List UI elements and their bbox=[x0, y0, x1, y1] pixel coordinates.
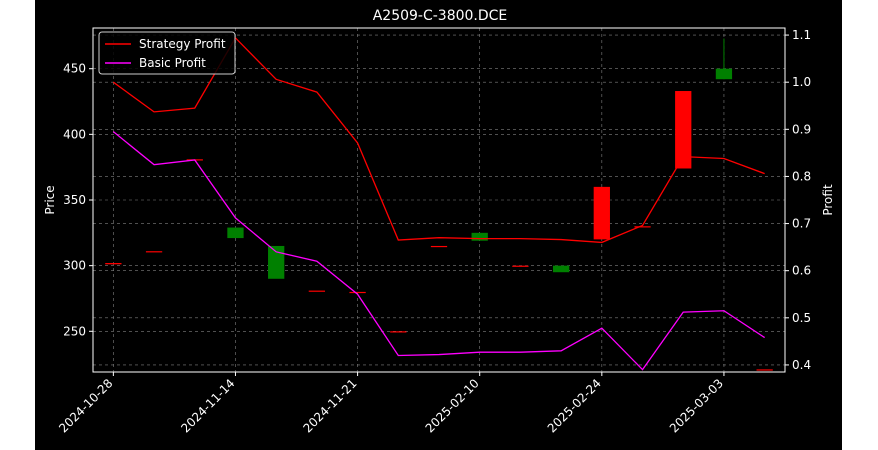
grid bbox=[93, 28, 785, 372]
x-tick-label: 2025-02-10 bbox=[423, 376, 482, 435]
x-tick-label: 2024-11-21 bbox=[300, 376, 359, 435]
right-y-tick-label: 0.9 bbox=[792, 122, 811, 136]
candle-body bbox=[593, 186, 610, 240]
candle-body bbox=[756, 369, 773, 371]
candle-body bbox=[430, 245, 448, 248]
right-y-tick-label: 1.0 bbox=[792, 75, 811, 89]
basic-profit-line bbox=[112, 131, 766, 371]
right-y-tick-label: 0.8 bbox=[792, 169, 811, 183]
x-tick-label: 2024-11-14 bbox=[178, 376, 237, 435]
left-y-tick-label: 400 bbox=[63, 127, 86, 141]
candle-body bbox=[145, 251, 163, 253]
x-tick-label: 2025-02-24 bbox=[545, 376, 604, 435]
left-y-tick-label: 450 bbox=[63, 62, 86, 76]
legend-box bbox=[98, 31, 236, 75]
candle-body bbox=[308, 290, 326, 292]
left-y-axis-label: Price bbox=[43, 185, 57, 214]
left-y-tick-label: 300 bbox=[63, 259, 86, 273]
legend: Strategy Profit Basic Profit bbox=[98, 31, 236, 75]
right-y-tick-label: 0.4 bbox=[792, 358, 811, 372]
candle-body bbox=[715, 68, 733, 80]
left-y-axis: 250 300 350 400 450 bbox=[63, 62, 93, 338]
chart-figure: A2509-C-3800.DCE 250 300 350 400 450 0.4 0.5 0… bbox=[35, 0, 842, 450]
legend-label-strategy: Strategy Profit bbox=[139, 37, 226, 51]
left-y-tick-label: 250 bbox=[63, 324, 86, 338]
candle-body bbox=[105, 263, 122, 265]
candle-body bbox=[552, 265, 570, 273]
candle-body bbox=[471, 232, 488, 241]
right-y-axis: 0.4 0.5 0.6 0.7 0.8 0.9 1.0 1.1 bbox=[785, 28, 811, 372]
candle-body bbox=[268, 245, 285, 279]
candle-body bbox=[512, 265, 529, 267]
candles bbox=[105, 38, 773, 371]
candle-body bbox=[227, 227, 244, 239]
left-y-tick-label: 350 bbox=[63, 193, 86, 207]
candle-body bbox=[634, 226, 651, 228]
profit-lines bbox=[112, 36, 766, 371]
right-y-axis-label: Profit bbox=[821, 184, 835, 216]
x-tick-label: 2024-10-28 bbox=[56, 376, 115, 435]
x-tick-label: 2025-03-03 bbox=[667, 376, 726, 435]
right-y-tick-label: 0.6 bbox=[792, 264, 811, 278]
candle-body bbox=[349, 291, 366, 294]
candle-body bbox=[390, 331, 407, 333]
right-y-tick-label: 0.5 bbox=[792, 311, 811, 325]
right-y-tick-label: 0.7 bbox=[792, 217, 811, 231]
candle-body bbox=[675, 91, 692, 169]
right-y-tick-label: 1.1 bbox=[792, 28, 811, 42]
x-axis: 2024-10-28 2024-11-14 2024-11-21 2025-02-10… bbox=[56, 372, 726, 435]
chart-title: A2509-C-3800.DCE bbox=[373, 8, 508, 24]
legend-label-basic: Basic Profit bbox=[139, 56, 206, 70]
